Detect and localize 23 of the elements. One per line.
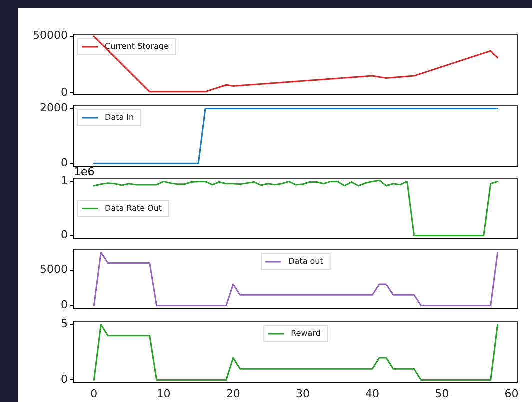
- legend-label: Reward: [291, 329, 321, 338]
- y-tick-label: 0: [61, 228, 68, 242]
- x-tick-label: 50: [435, 387, 450, 400]
- x-tick-label: 60: [504, 387, 519, 400]
- y-tick-label: 5000: [40, 263, 68, 276]
- x-tick-label: 40: [366, 387, 380, 400]
- y-tick-label: 0: [61, 298, 68, 312]
- x-tick-label: 10: [156, 387, 171, 400]
- y-tick-label: 0: [61, 373, 68, 386]
- y-tick-label: 0: [61, 156, 68, 170]
- legend-label: Data In: [105, 113, 134, 122]
- legend-label: Data out: [288, 257, 324, 266]
- legend-label: Current Storage: [105, 42, 169, 52]
- y-tick-label: 5: [61, 318, 68, 331]
- legend-label: Data Rate Out: [105, 204, 162, 213]
- x-tick-label: 20: [226, 387, 240, 400]
- y-tick-label: 2000: [40, 102, 68, 115]
- y-tick-label: 1: [61, 174, 68, 188]
- x-tick-label: 0: [90, 387, 98, 400]
- y-tick-label: 0: [61, 86, 68, 99]
- x-tick-label: 30: [296, 387, 310, 400]
- y-tick-label: 50000: [33, 29, 68, 42]
- annotation: 1e6: [74, 165, 95, 178]
